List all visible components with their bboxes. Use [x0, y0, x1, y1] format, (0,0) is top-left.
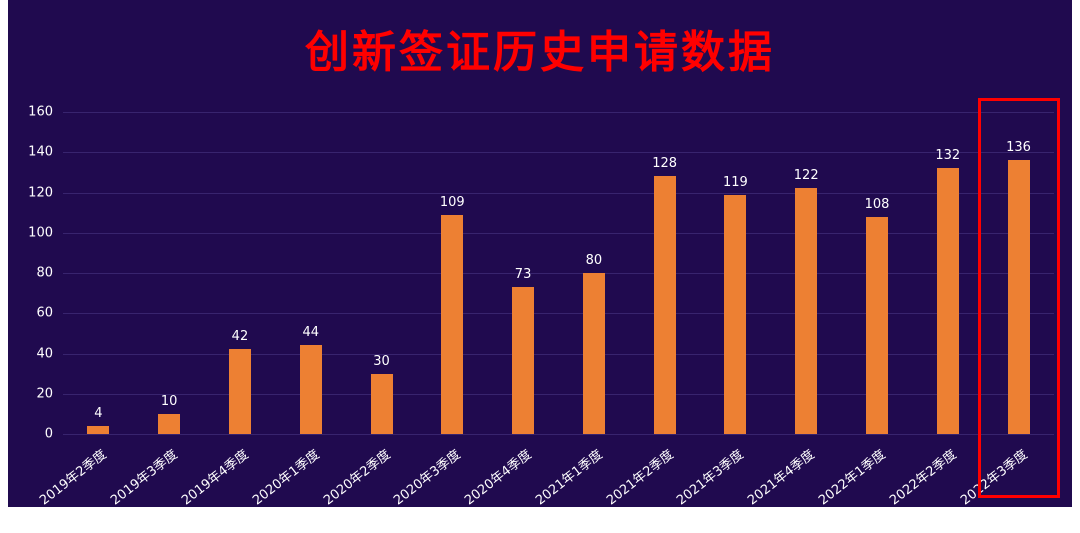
bar [441, 214, 464, 434]
gridline [63, 273, 1054, 274]
chart-canvas: 创新签证历史申请数据 0 20 40 60 80 100 120 140 160 4 2019年2季… [8, 0, 1072, 509]
bar-value-label: 109 [439, 194, 465, 210]
bar-column: 80 2021年1季度 [533, 112, 629, 508]
bar-value-label: 132 [935, 148, 961, 164]
bar [582, 273, 605, 434]
bar-value-label: 44 [302, 325, 319, 341]
y-axis-tick-label: 40 [36, 346, 53, 361]
bar-value-label: 122 [793, 168, 819, 184]
bar-value-label: 80 [585, 253, 603, 268]
bar-column: 30 2020年2季度 [321, 112, 417, 509]
bar [87, 425, 110, 434]
y-axis-tick-label: 20 [36, 386, 53, 402]
y-axis-tick-label: 100 [28, 225, 53, 241]
bar [653, 176, 676, 434]
y-axis-tick-label: 140 [28, 144, 53, 160]
bar-value-label: 4 [94, 405, 103, 421]
bar [512, 287, 535, 434]
y-axis-tick-label: 0 [44, 426, 53, 442]
bar [370, 373, 393, 434]
bar-column: 108 2022年1季度 [816, 112, 913, 509]
bar [936, 168, 959, 434]
bar [228, 349, 251, 434]
bar [1007, 160, 1030, 434]
bar-column: 109 2020年3季度 [391, 112, 488, 509]
bar-value-label: 10 [160, 393, 178, 409]
y-axis-tick-label: 60 [36, 305, 53, 321]
bar-value-label: 128 [652, 156, 678, 172]
bar-value-label: 42 [231, 329, 249, 345]
bar-column: 132 2022年2季度 [887, 112, 983, 508]
bar-column: 128 2021年2季度 [604, 112, 700, 508]
bar-value-label: 136 [1006, 140, 1031, 156]
gridline [63, 192, 1054, 194]
bar-column: 119 2021年3季度 [675, 112, 771, 509]
bar-column: 122 2021年4季度 [745, 112, 842, 508]
bar-chart: 0 20 40 60 80 100 120 140 160 4 2019年2季度 10 2019年3季度… [28, 98, 1060, 509]
bar-column: 42 2019年4季度 [179, 112, 276, 508]
gridline [63, 434, 1054, 435]
bar [158, 413, 181, 434]
y-axis-tick-label: 80 [36, 265, 53, 281]
chart-title: 创新签证历史申请数据 [305, 27, 775, 78]
bar [724, 194, 747, 434]
bar-column: 10 2019年3季度 [108, 112, 205, 509]
gridline [63, 313, 1054, 315]
bar-value-label: 73 [514, 267, 532, 283]
y-axis-tick-label: 120 [28, 185, 53, 200]
plot-area: 4 2019年2季度 10 2019年3季度 42 2019年4季度 44 2020年1季度 3… [38, 98, 1060, 509]
bar-value-label: 119 [723, 174, 748, 190]
gridline [63, 393, 1054, 395]
bar-column: 4 2019年2季度 [38, 112, 134, 508]
bar [299, 345, 322, 434]
gridline [63, 152, 1054, 154]
bar-column: 73 2020年4季度 [462, 112, 559, 508]
gridline [63, 232, 1054, 234]
gridline [63, 353, 1054, 355]
bar [865, 216, 888, 434]
bar [795, 188, 818, 434]
y-axis-tick-label: 160 [28, 104, 53, 120]
gridline [63, 112, 1054, 113]
bar-value-label: 30 [373, 353, 390, 369]
bar-column: 44 2020年1季度 [250, 112, 346, 508]
bar-column: 136 2022年3季度 [958, 98, 1060, 508]
bar-value-label: 108 [864, 196, 890, 212]
